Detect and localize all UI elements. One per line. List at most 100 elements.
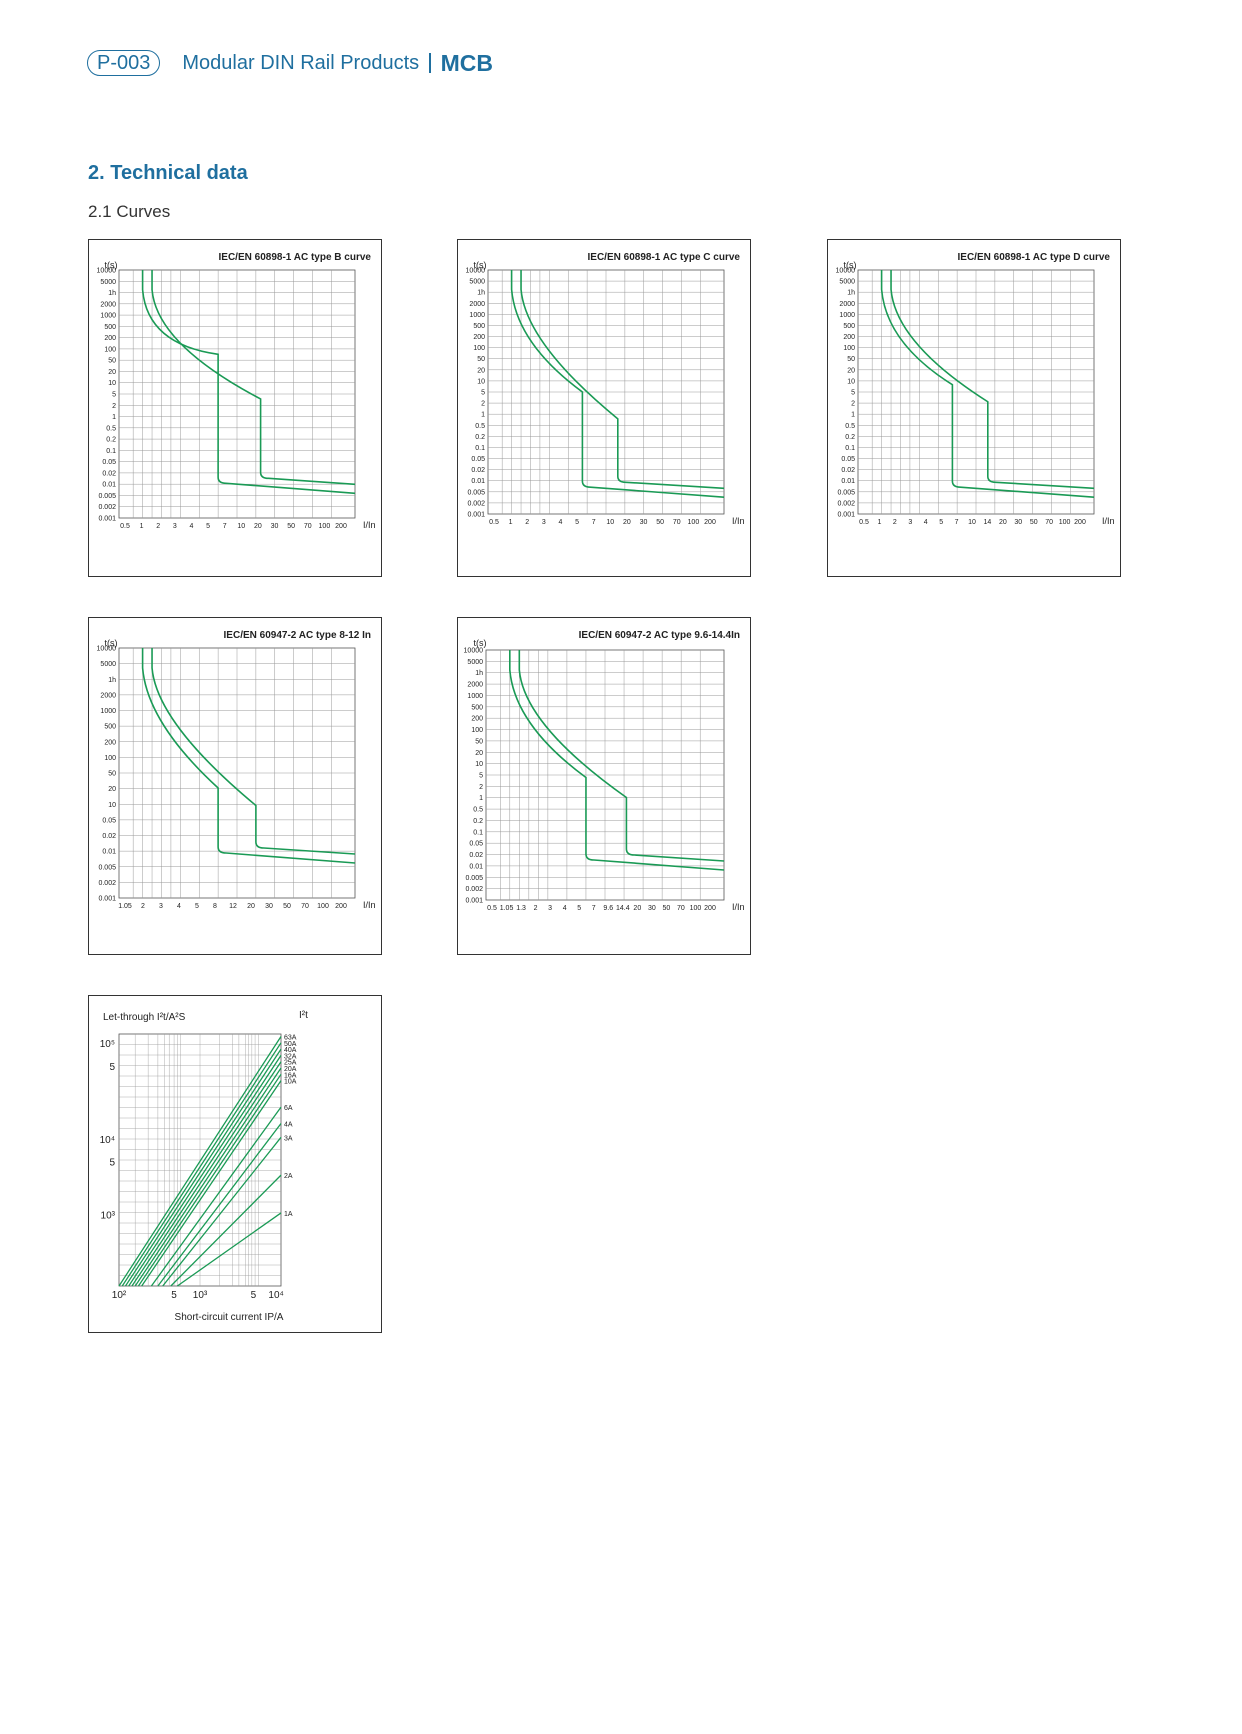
- y-tick-label: 10000: [464, 648, 484, 655]
- y-tick-label: 20: [108, 786, 116, 793]
- y-tick-label: 500: [104, 324, 116, 331]
- y-tick-label: 0.1: [845, 445, 855, 452]
- x-axis-label: I/In: [732, 902, 745, 912]
- chart-title: IEC/EN 60898-1 AC type B curve: [219, 252, 372, 263]
- y-tick-label: 500: [843, 323, 855, 330]
- x-tick-label: 70: [1045, 519, 1053, 526]
- x-tick-label: 1.05: [500, 905, 514, 912]
- y-tick-label: 0.005: [98, 493, 116, 500]
- y-tick-label: 2: [479, 784, 483, 791]
- letthrough-series-line: [128, 1055, 282, 1287]
- y-tick-label: 10³: [101, 1210, 116, 1221]
- series-label: 10A: [284, 1079, 297, 1086]
- letthrough-series-line: [150, 1106, 282, 1287]
- letthrough-chart: Let-through I²t/A²S I²t 10⁵ 5 10⁴ 5 10³ 10² 5 10³…: [100, 1010, 309, 1323]
- x-tick-label: 9.6: [603, 905, 613, 912]
- y-tick-label: 20: [477, 367, 485, 374]
- x-tick-label: 4: [559, 519, 563, 526]
- x-tick-label: 3: [908, 519, 912, 526]
- trip-curve-line: [151, 270, 356, 486]
- y-tick-label: 0.02: [469, 852, 483, 859]
- y-tick-label: 0.02: [841, 467, 855, 474]
- x-tick-label: 10⁴: [268, 1290, 283, 1301]
- x-tick-label: 7: [592, 905, 596, 912]
- trip-curve-chart-9-6-14-4: IEC/EN 60947-2 AC type 9.6-14.4Int(s)100…: [464, 630, 745, 912]
- y-tick-label: 2000: [100, 301, 116, 308]
- x-axis-label: I/In: [363, 520, 376, 530]
- y-tick-label: 5: [109, 1062, 115, 1073]
- x-tick-label: 7: [955, 519, 959, 526]
- x-tick-label: 0.5: [120, 523, 130, 530]
- y-tick-label: 2: [481, 401, 485, 408]
- y-tick-label: 0.002: [467, 500, 485, 507]
- chart-title: IEC/EN 60947-2 AC type 9.6-14.4In: [579, 630, 740, 641]
- x-tick-label: 14.4: [616, 905, 630, 912]
- y-tick-label: 0.002: [837, 500, 855, 507]
- y-tick-label: 0.5: [473, 807, 483, 814]
- x-tick-label: 8: [213, 903, 217, 910]
- y-axis-label: t(s): [105, 260, 118, 270]
- y-tick-label: 200: [473, 334, 485, 341]
- y-tick-label: 0.01: [471, 478, 485, 485]
- y-tick-label: 10000: [97, 268, 117, 275]
- y-tick-label: 200: [104, 739, 116, 746]
- x-axis-label: I/In: [363, 900, 376, 910]
- y-tick-label: 10: [477, 378, 485, 385]
- chart-title: IEC/EN 60898-1 AC type C curve: [588, 252, 741, 263]
- x-axis-label: I/In: [1102, 516, 1115, 526]
- y-tick-label: 0.2: [473, 818, 483, 825]
- letthrough-series-line: [118, 1036, 282, 1287]
- y-tick-label: 1000: [100, 708, 116, 715]
- x-tick-label: 200: [704, 519, 716, 526]
- x-tick-label: 200: [704, 905, 716, 912]
- x-tick-label: 10: [606, 519, 614, 526]
- x-tick-label: 1: [509, 519, 513, 526]
- x-tick-label: 4: [563, 905, 567, 912]
- x-tick-label: 2: [893, 519, 897, 526]
- y-tick-label: 100: [473, 345, 485, 352]
- y-tick-label: 0.001: [98, 896, 116, 903]
- x-tick-label: 50: [656, 519, 664, 526]
- y-tick-label: 1: [112, 414, 116, 421]
- series-label: 16A: [284, 1072, 297, 1079]
- series-label: 3A: [284, 1135, 293, 1142]
- y-tick-label: 5: [112, 392, 116, 399]
- y-tick-label: 10000: [97, 646, 117, 653]
- x-tick-label: 50: [663, 905, 671, 912]
- y-tick-label: 0.01: [102, 849, 116, 856]
- y-axis-label: t(s): [105, 638, 118, 648]
- y-axis-label: t(s): [474, 260, 487, 270]
- x-tick-label: 14: [984, 519, 992, 526]
- y-tick-label: 2: [112, 403, 116, 410]
- y-tick-label: 50: [847, 356, 855, 363]
- chart-panel-9-6-14-4: IEC/EN 60947-2 AC type 9.6-14.4In t(s) 100…: [457, 617, 751, 955]
- letthrough-series-line: [131, 1061, 282, 1287]
- x-tick-label: 20: [633, 905, 641, 912]
- header-title: Modular DIN Rail Products: [182, 51, 420, 74]
- y-tick-label: 0.005: [98, 864, 116, 871]
- y-tick-label: 0.002: [98, 880, 116, 887]
- x-tick-label: 20: [247, 903, 255, 910]
- x-tick-label: 2: [141, 903, 145, 910]
- trip-curve-line: [880, 270, 1095, 498]
- letthrough-series-line: [137, 1073, 282, 1287]
- trip-curve-line: [141, 648, 356, 864]
- y-tick-label: 200: [843, 334, 855, 341]
- y-tick-label: 0.001: [837, 512, 855, 519]
- y-tick-label: 1: [851, 412, 855, 419]
- trip-curve-chart-b: IEC/EN 60898-1 AC type B curve t(s)10000 5…: [97, 252, 376, 530]
- letthrough-series-line: [157, 1123, 282, 1287]
- series-label: 32A: [284, 1053, 297, 1060]
- y-tick-label: 0.5: [106, 425, 116, 432]
- page-header: P-003 Modular DIN Rail Products MCB: [87, 48, 493, 78]
- y-tick-label: 10⁵: [100, 1039, 115, 1050]
- y-tick-label: 50: [108, 771, 116, 778]
- y-tick-label: 200: [104, 335, 116, 342]
- header-product: MCB: [440, 49, 494, 76]
- x-tick-label: 5: [939, 519, 943, 526]
- y-tick-label: 2: [851, 401, 855, 408]
- chart-panel-b: IEC/EN 60898-1 AC type B curve t(s) 10000 5…: [88, 239, 382, 577]
- y-tick-label: 0.001: [467, 512, 485, 519]
- y-tick-label: 5: [109, 1158, 115, 1169]
- x-tick-label: 5: [171, 1290, 177, 1301]
